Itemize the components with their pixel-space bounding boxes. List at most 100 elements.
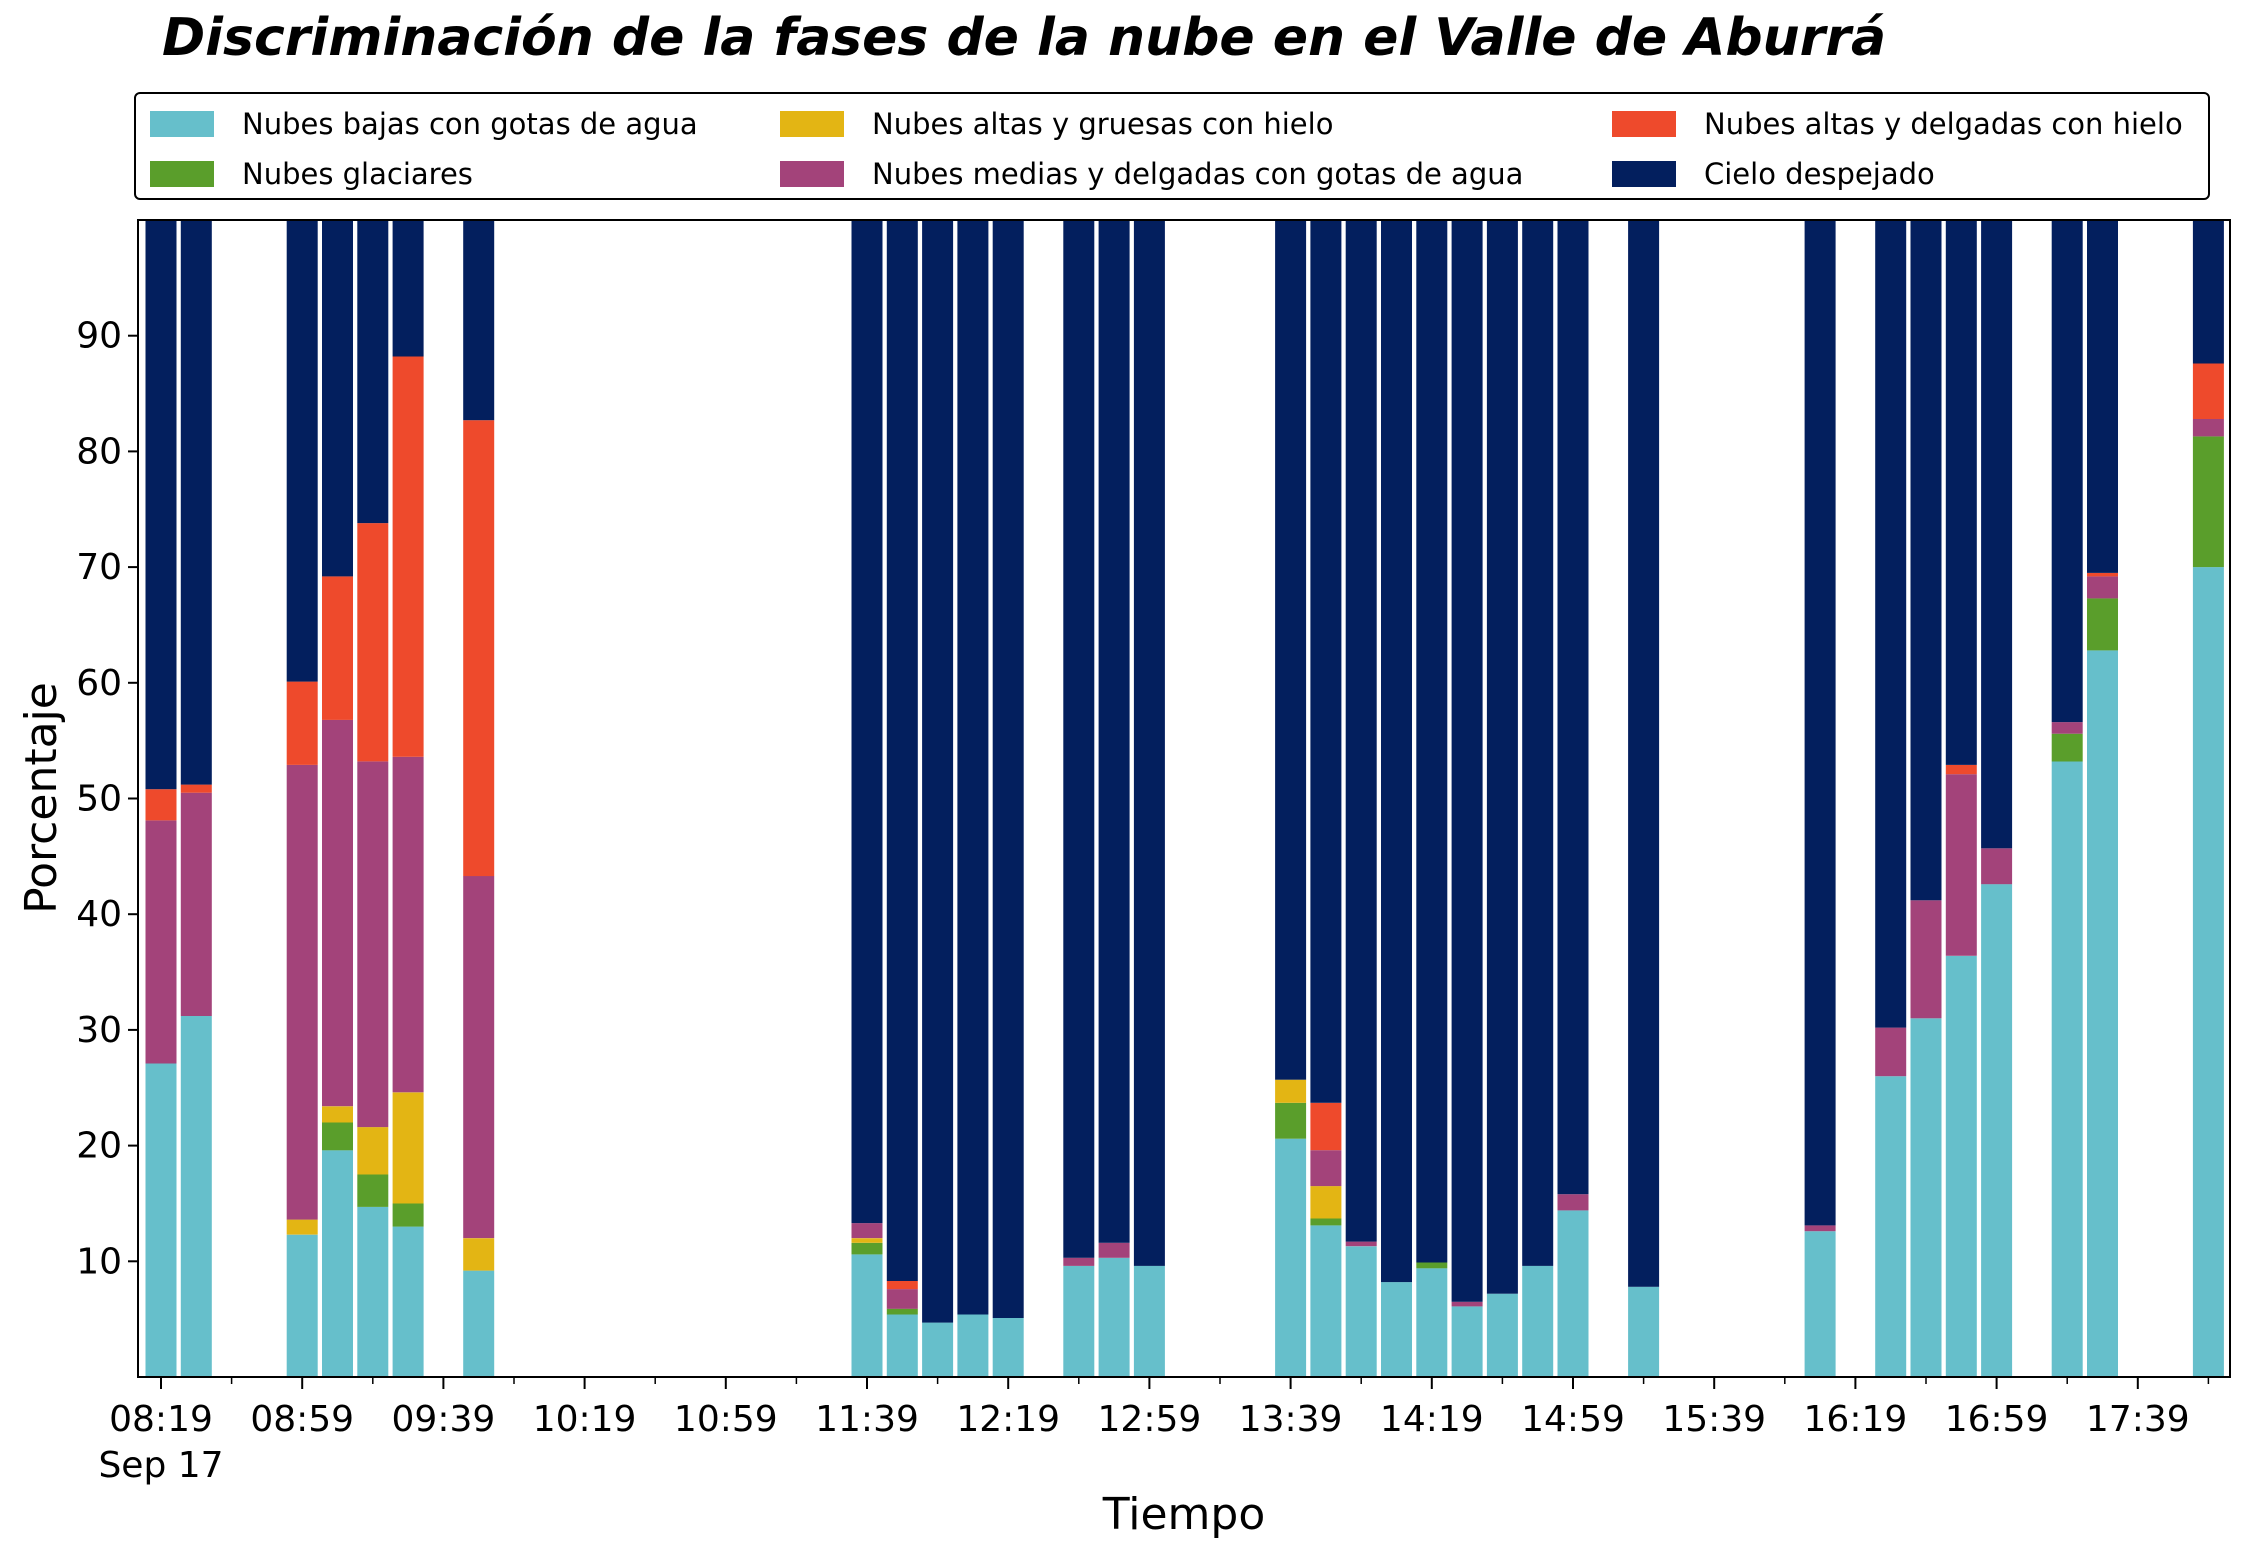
bar-segment-despejado	[180, 220, 212, 785]
legend-label-bajas: Nubes bajas con gotas de agua	[242, 107, 698, 141]
bar-segment-despejado	[1416, 220, 1448, 1263]
bar-segment-bajas	[1310, 1225, 1342, 1377]
bar-segment-medias	[2192, 419, 2224, 437]
bar-segment-medias	[1063, 1257, 1095, 1266]
bar-segment-bajas	[1486, 1293, 1518, 1377]
bar-segment-bajas	[392, 1226, 424, 1377]
bar-segment-despejado	[1981, 220, 2013, 849]
bar-segment-altas_delgadas	[1945, 764, 1977, 775]
bar-segment-altas_delgadas	[2192, 363, 2224, 419]
bar-segment-bajas	[463, 1270, 495, 1377]
legend-entry-medias: Nubes medias y delgadas con gotas de agu…	[780, 154, 1523, 194]
bar-segment-bajas	[922, 1322, 954, 1377]
bar-segment-bajas	[1804, 1231, 1836, 1377]
bar-stack-0819	[145, 220, 177, 1377]
bar-segment-despejado	[1910, 220, 1942, 901]
bar-segment-despejado	[886, 220, 918, 1281]
bar-stack-1409	[1381, 220, 1412, 1377]
bar-segment-bajas	[1981, 884, 2013, 1377]
bar-segment-despejado	[145, 220, 177, 790]
bar-segment-despejado	[1451, 220, 1483, 1302]
bar-segment-glaciares	[1310, 1218, 1342, 1226]
bar-segment-despejado	[1486, 220, 1518, 1294]
bar-stack-1759	[2192, 220, 2224, 1377]
legend-swatch-bajas	[150, 111, 214, 137]
legend-entry-glaciares: Nubes glaciares	[150, 154, 473, 194]
x-tick-label: 08:59	[250, 1399, 354, 1440]
bar-segment-medias	[1875, 1027, 1907, 1077]
bar-stack-1429	[1451, 220, 1483, 1377]
y-tick-label: 70	[76, 547, 122, 588]
bar-segment-despejado	[2192, 220, 2224, 364]
bar-segment-bajas	[2192, 567, 2224, 1377]
bar-segment-medias	[392, 756, 424, 1093]
legend-label-altas-gruesas: Nubes altas y gruesas con hielo	[872, 107, 1334, 141]
x-tick-label: 10:59	[674, 1399, 778, 1440]
bar-segment-bajas	[2051, 761, 2083, 1377]
legend-swatch-medias	[780, 161, 844, 187]
legend-label-glaciares: Nubes glaciares	[242, 157, 473, 191]
bar-stack-0829	[180, 220, 212, 1377]
x-tick-label: 13:39	[1239, 1399, 1343, 1440]
bar-segment-glaciares	[1275, 1102, 1307, 1139]
bar-stack-1659	[1981, 220, 2013, 1377]
legend-label-medias: Nubes medias y delgadas con gotas de agu…	[872, 157, 1524, 191]
bar-segment-despejado	[463, 220, 495, 421]
bar-segment-bajas	[1522, 1265, 1554, 1377]
y-axis-label: Porcentaje	[16, 682, 67, 914]
bar-segment-despejado	[1804, 220, 1836, 1226]
bar-segment-altas_gruesas	[851, 1238, 883, 1243]
x-tick-label: 15:39	[1662, 1399, 1766, 1440]
y-tick-label: 30	[76, 1010, 122, 1051]
bar-segment-despejado	[1875, 220, 1907, 1028]
bar-segment-medias	[1981, 848, 2013, 885]
bar-segment-despejado	[1310, 220, 1342, 1103]
bar-segment-bajas	[851, 1254, 883, 1377]
y-tick-label: 10	[76, 1241, 122, 1282]
bar-segment-bajas	[1098, 1257, 1130, 1377]
bar-segment-despejado	[1557, 220, 1589, 1195]
x-tick-date-label: Sep 17	[98, 1445, 223, 1486]
bar-segment-altas_delgadas	[145, 789, 177, 821]
bar-segment-bajas	[1063, 1265, 1095, 1377]
bar-segment-medias	[357, 761, 389, 1128]
bar-segment-bajas	[1416, 1268, 1448, 1377]
bar-stack-1629	[1875, 220, 1907, 1377]
bar-segment-glaciares	[2087, 598, 2118, 651]
bar-segment-medias	[2051, 722, 2083, 734]
bars-layer	[145, 220, 2224, 1377]
x-tick-label: 09:39	[392, 1399, 496, 1440]
bar-segment-despejado	[1098, 220, 1130, 1243]
bar-segment-altas_gruesas	[322, 1106, 353, 1123]
bar-segment-bajas	[322, 1150, 353, 1377]
bar-segment-medias	[180, 792, 212, 1016]
bar-segment-bajas	[357, 1206, 389, 1377]
bar-stack-1439	[1486, 220, 1518, 1377]
bar-segment-despejado	[2087, 220, 2118, 573]
bar-segment-altas_delgadas	[2087, 572, 2118, 577]
y-tick-label: 40	[76, 894, 122, 935]
bar-segment-bajas	[145, 1063, 177, 1377]
bar-segment-medias	[1945, 774, 1977, 956]
bar-segment-glaciares	[357, 1174, 389, 1207]
bar-segment-glaciares	[2051, 733, 2083, 762]
bar-segment-bajas	[1345, 1246, 1377, 1377]
bar-segment-despejado	[1133, 220, 1165, 1266]
bar-segment-bajas	[1628, 1286, 1660, 1377]
legend-entry-altas-delgadas: Nubes altas y delgadas con hielo	[1612, 104, 2183, 144]
bar-segment-medias	[1557, 1194, 1589, 1211]
y-axis: 10 20 30 40 50 60 70 80 90	[76, 316, 138, 1282]
bar-segment-medias	[1804, 1225, 1836, 1232]
bar-segment-glaciares	[851, 1242, 883, 1255]
bar-segment-despejado	[1945, 220, 1977, 765]
bar-segment-bajas	[992, 1318, 1024, 1377]
x-tick-label: 14:19	[1380, 1399, 1484, 1440]
bar-segment-despejado	[1381, 220, 1412, 1283]
x-tick-label: 14:59	[1521, 1399, 1625, 1440]
bar-segment-despejado	[322, 220, 353, 577]
bar-segment-medias	[1451, 1301, 1483, 1307]
bar-segment-altas_delgadas	[180, 784, 212, 793]
legend-entry-bajas: Nubes bajas con gotas de agua	[150, 104, 698, 144]
bar-stack-1219	[992, 220, 1024, 1377]
x-tick-label: 08:19	[109, 1399, 213, 1440]
